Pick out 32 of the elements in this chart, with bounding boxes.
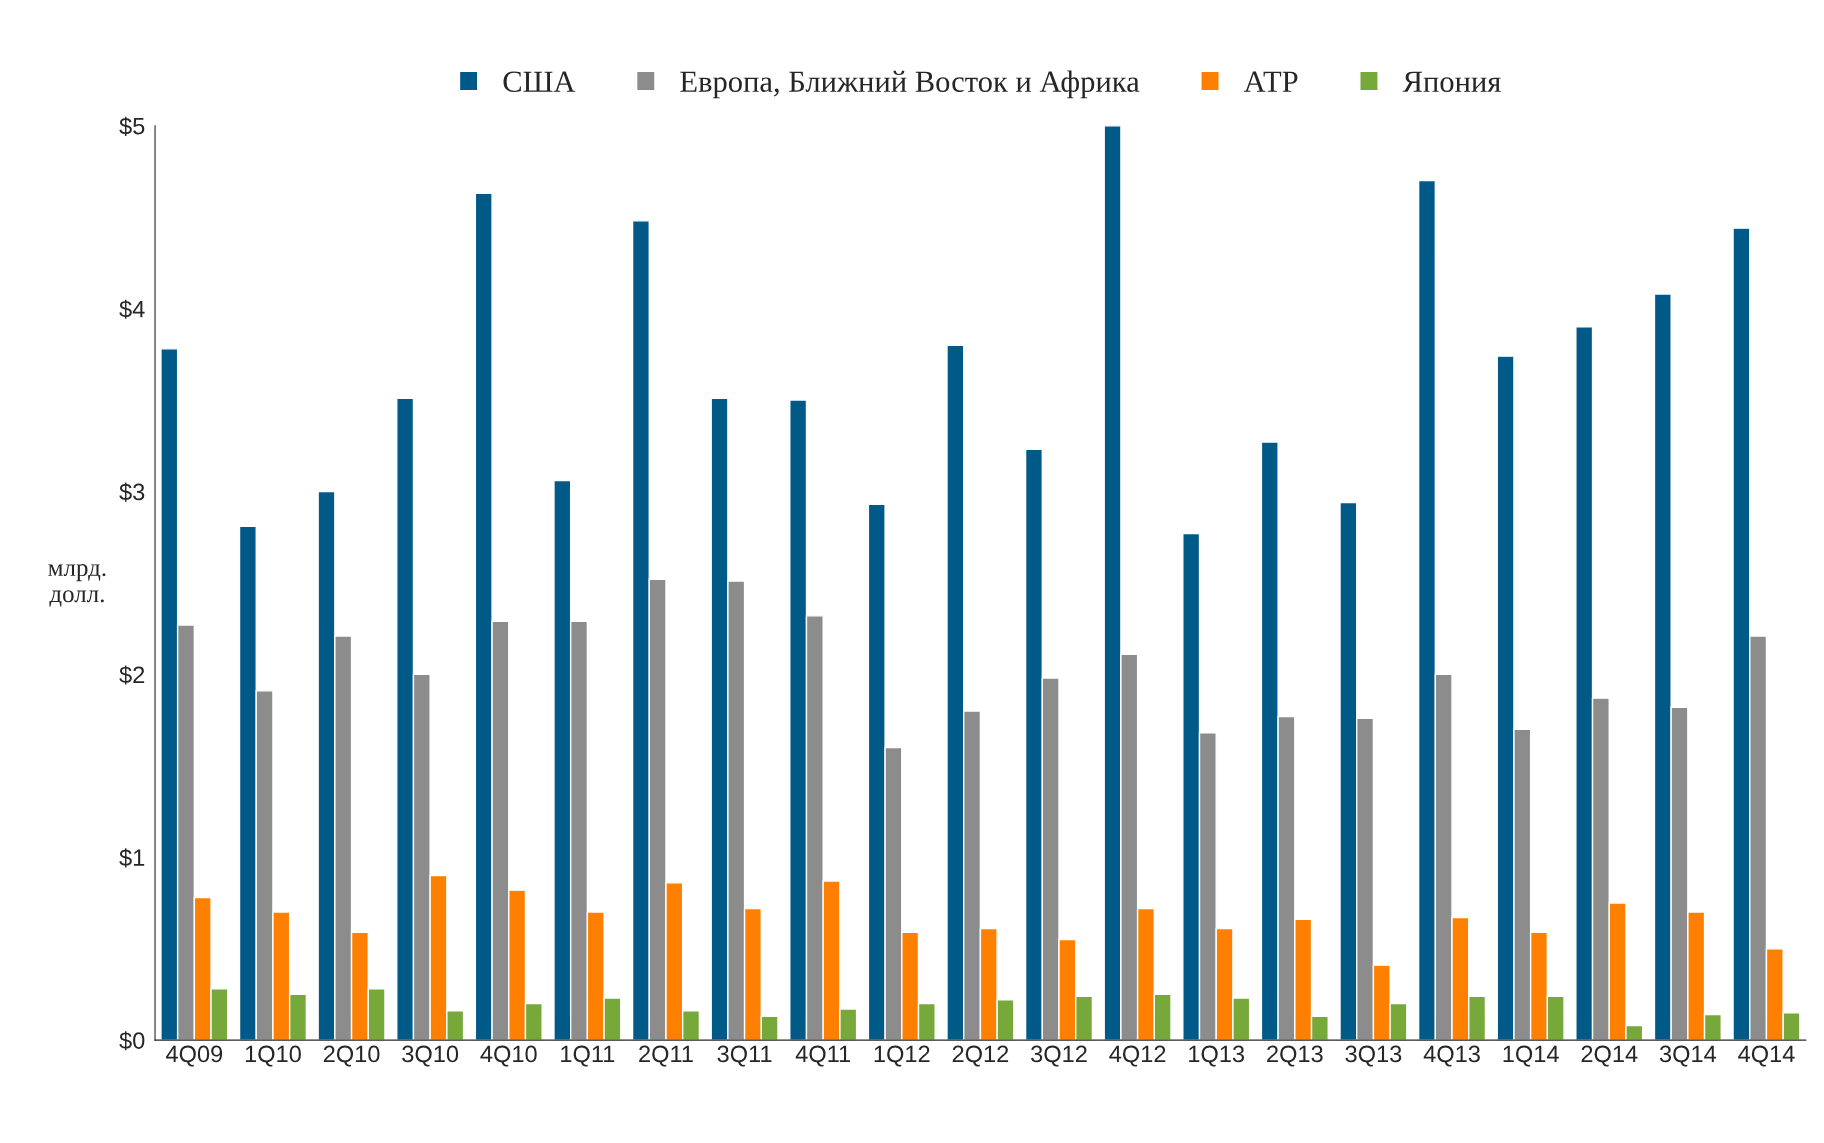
x-tick-label: 3Q13 <box>1345 1045 1402 1067</box>
y-tick-label: $1 <box>119 848 145 868</box>
x-tick-label: 2Q10 <box>323 1045 380 1067</box>
legend-label: Япония <box>1402 71 1501 93</box>
x-tick-label: 1Q12 <box>874 1045 930 1067</box>
x-tick-label: 4Q13 <box>1423 1045 1480 1067</box>
y-tick-label: $0 <box>119 1031 145 1051</box>
y-tick-label: $2 <box>119 665 145 685</box>
x-tick-label: 1Q13 <box>1189 1045 1245 1067</box>
x-tick-label: 4Q11 <box>795 1045 851 1067</box>
x-tick-label: 1Q10 <box>245 1045 301 1067</box>
x-tick-label: 4Q10 <box>480 1045 537 1067</box>
y-tick-label: $3 <box>119 482 145 502</box>
x-tick-label: 3Q12 <box>1031 1045 1087 1067</box>
x-tick-label: 2Q13 <box>1267 1045 1323 1067</box>
legend-label: Европа, Ближний Восток и Африка <box>680 70 1140 99</box>
x-tick-label: 2Q11 <box>639 1045 693 1067</box>
x-tick-label: 3Q14 <box>1659 1045 1717 1067</box>
x-tick-label: 1Q11 <box>561 1045 615 1067</box>
x-tick-label: 2Q14 <box>1581 1045 1638 1067</box>
y-tick-label: $5 <box>119 116 145 136</box>
x-tick-label: 4Q12 <box>1109 1045 1166 1067</box>
legend-label: АТР <box>1243 71 1298 92</box>
x-tick-label: 4Q09 <box>166 1045 223 1067</box>
x-tick-label: 4Q14 <box>1738 1045 1795 1067</box>
x-tick-label: 2Q12 <box>952 1045 1009 1067</box>
legend-label: США <box>503 71 576 93</box>
y-tick-label: $4 <box>119 299 145 319</box>
x-tick-label: 1Q14 <box>1503 1045 1559 1067</box>
x-tick-label: 3Q11 <box>717 1045 772 1067</box>
x-tick-label: 3Q10 <box>402 1045 459 1067</box>
y-axis-title: млрд. долл. <box>48 564 106 607</box>
